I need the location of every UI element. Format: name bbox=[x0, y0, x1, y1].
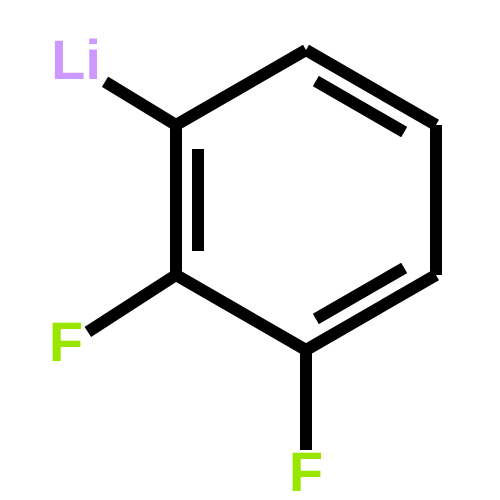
bond-1 bbox=[176, 275, 306, 350]
bond-5 bbox=[176, 50, 306, 125]
atom-label-f1: F bbox=[49, 310, 83, 373]
molecule-diagram: Li F F bbox=[0, 0, 500, 500]
bond-4-inner bbox=[316, 81, 404, 132]
bonds-layer bbox=[88, 50, 436, 450]
labels-layer: Li F F bbox=[49, 28, 323, 500]
bond-6 bbox=[105, 82, 176, 125]
atom-label-li: Li bbox=[51, 28, 101, 91]
bond-7 bbox=[88, 275, 176, 332]
atom-label-f2: F bbox=[289, 440, 323, 500]
bond-2-inner bbox=[316, 268, 404, 319]
